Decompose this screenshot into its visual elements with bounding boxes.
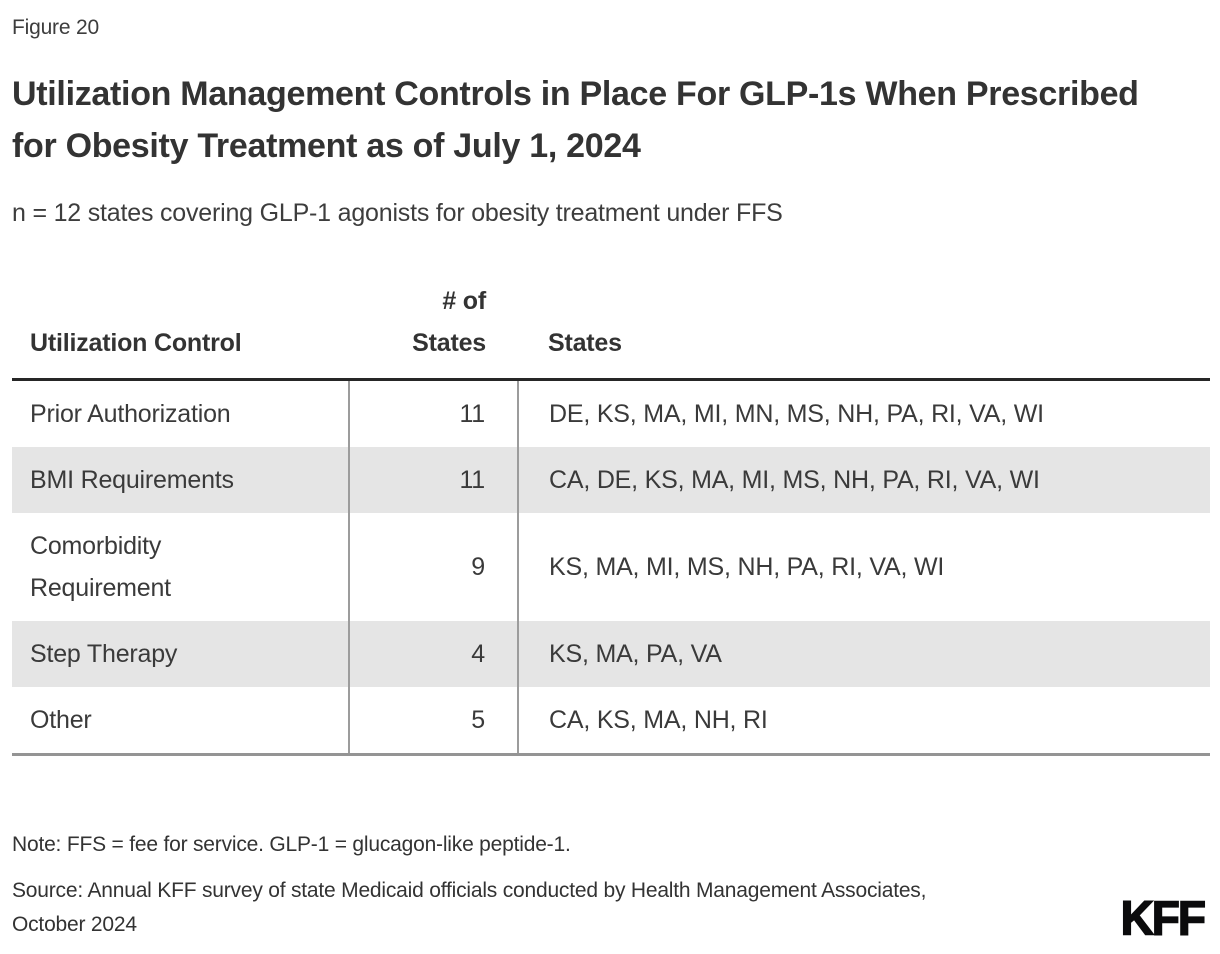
column-header-utilization-control: Utilization Control: [12, 280, 349, 381]
cell-states-list: DE, KS, MA, MI, MN, MS, NH, PA, RI, VA, …: [549, 400, 1044, 428]
cell-state-count: 5: [348, 687, 519, 756]
cell-states-list: CA, DE, KS, MA, MI, MS, NH, PA, RI, VA, …: [549, 466, 1040, 494]
table-row: Other 5 CA, KS, MA, NH, RI: [12, 687, 1210, 756]
utilization-controls-table: Utilization Control # of States States P…: [12, 280, 1210, 756]
cell-state-count: 9: [348, 513, 519, 621]
table-row: Step Therapy 4 KS, MA, PA, VA: [12, 621, 1210, 687]
table-row: BMI Requirements 11 CA, DE, KS, MA, MI, MS…: [12, 447, 1210, 513]
cell-states-list: CA, KS, MA, NH, RI: [518, 687, 1210, 756]
kff-logo: KFF: [1120, 891, 1207, 946]
cell-utilization-control: Other: [12, 687, 349, 756]
cell-utilization-control: BMI Requirements: [30, 466, 234, 494]
cell-utilization-control: Step Therapy: [30, 640, 178, 668]
cell-utilization-control: Prior Authorization: [30, 400, 231, 428]
source-text: Source: Annual KFF survey of state Medic…: [12, 879, 927, 936]
figure-footer: Source: Annual KFF survey of state Medic…: [12, 874, 1208, 946]
column-header-states: States: [518, 280, 1210, 381]
table-header-row: Utilization Control # of States States: [12, 280, 1210, 381]
cell-states-list: KS, MA, MI, MS, NH, PA, RI, VA, WI: [549, 553, 945, 581]
table-row: Prior Authorization 11 DE, KS, MA, MI, MN,…: [12, 379, 1210, 447]
cell-state-count: 11: [348, 447, 519, 513]
figure-title: Utilization Management Controls in Place…: [12, 75, 1139, 165]
table-row: Comorbidity Requirement 9 KS, MA, MI, MS, …: [12, 513, 1210, 621]
cell-state-count: 11: [348, 379, 519, 447]
figure-label: Figure 20: [12, 16, 99, 39]
cell-utilization-control: Comorbidity Requirement: [30, 532, 171, 602]
cell-states-list: KS, MA, PA, VA: [549, 640, 722, 668]
table-body: Prior Authorization 11 DE, KS, MA, MI, MN,…: [12, 379, 1210, 756]
figure-subtitle: n = 12 states covering GLP-1 agonists fo…: [12, 199, 783, 227]
column-header-number-of-states: # of States: [349, 280, 518, 381]
cell-state-count: 4: [348, 621, 519, 687]
note-text: Note: FFS = fee for service. GLP-1 = glu…: [12, 833, 571, 856]
